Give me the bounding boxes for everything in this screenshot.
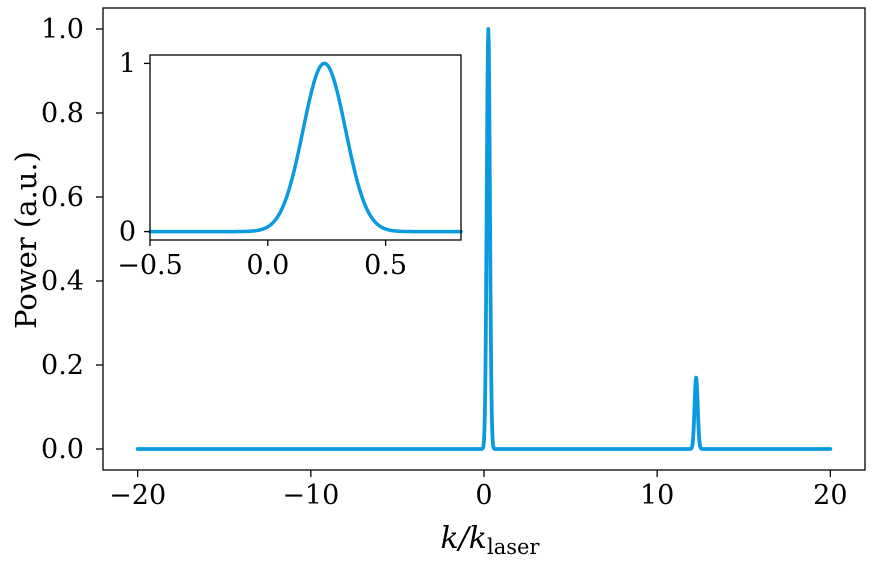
inset-y-tick-label: 0 xyxy=(119,217,136,248)
inset-plot: −0.5 0.0 0.5 0 1 xyxy=(117,48,463,281)
x-axis-label-main: k/k xyxy=(441,521,487,556)
main-x-tick-label: 0 xyxy=(475,480,492,511)
main-y-tick-label: 0.6 xyxy=(41,182,84,213)
main-y-tick-label: 0.8 xyxy=(41,98,84,129)
main-y-tick-label: 0.2 xyxy=(41,350,84,381)
main-y-tick-label: 0.0 xyxy=(41,434,84,465)
inset-x-tick-label: −0.5 xyxy=(117,250,183,281)
main-x-tick-label: 10 xyxy=(640,480,674,511)
inset-series-line-0 xyxy=(148,61,463,234)
inset-x-tick-label: 0.0 xyxy=(246,250,289,281)
x-axis-label-subscript: laser xyxy=(487,535,540,559)
main-x-tick-label: 20 xyxy=(813,480,847,511)
inset-plot-frame xyxy=(149,54,462,241)
main-x-tick-label: −20 xyxy=(109,480,166,511)
inset-plot-area xyxy=(150,55,461,240)
main-x-tick-label: −10 xyxy=(282,480,339,511)
main-series-line-0 xyxy=(135,27,833,451)
x-axis-label: k/klaser xyxy=(441,521,541,559)
inset-x-tick-label: 0.5 xyxy=(364,250,407,281)
y-axis-label: Power (a.u.) xyxy=(9,151,43,329)
main-y-tick-label: 0.4 xyxy=(41,266,84,297)
main-y-tick-label: 1.0 xyxy=(41,14,84,45)
inset-y-tick-label: 1 xyxy=(119,48,136,79)
